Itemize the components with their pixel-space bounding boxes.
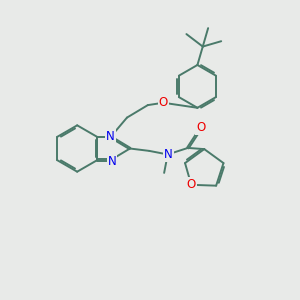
Text: O: O [196, 121, 205, 134]
Text: N: N [164, 148, 173, 161]
Text: N: N [108, 155, 116, 168]
Text: O: O [187, 178, 196, 191]
Text: N: N [106, 130, 115, 143]
Text: O: O [159, 96, 168, 109]
